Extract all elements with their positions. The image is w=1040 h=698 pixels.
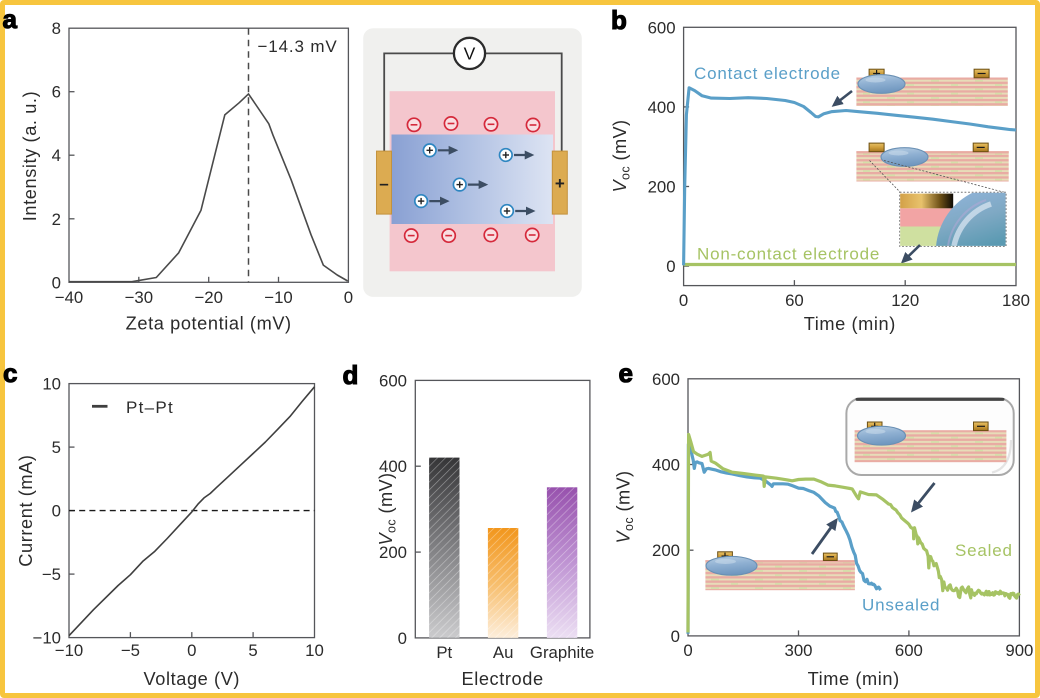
svg-text:−5: −5 [121,641,140,660]
svg-text:300: 300 [785,641,813,660]
svg-text:Time (min): Time (min) [804,314,896,334]
svg-text:6: 6 [52,83,61,102]
svg-text:Voltage (V): Voltage (V) [144,669,241,689]
svg-text:−10: −10 [33,629,61,648]
svg-text:5: 5 [52,438,61,457]
svg-text:900: 900 [1005,641,1033,660]
svg-text:5: 5 [248,641,257,660]
svg-text:180: 180 [1002,291,1030,310]
svg-text:0: 0 [671,627,680,646]
svg-text:200: 200 [648,178,676,197]
svg-text:0: 0 [683,641,692,660]
svg-text:Voc (mV): Voc (mV) [610,120,633,193]
svg-text:−10: −10 [264,288,292,307]
svg-text:0: 0 [52,273,61,292]
svg-text:Time (min): Time (min) [808,669,900,689]
svg-text:−10: −10 [55,641,83,660]
svg-text:0: 0 [187,641,196,660]
svg-text:Electrode: Electrode [461,669,543,689]
svg-text:Pt–Pt: Pt–Pt [126,398,174,417]
svg-text:0: 0 [666,257,675,276]
svg-text:+: + [555,174,565,193]
svg-text:400: 400 [648,98,676,117]
svg-text:−20: −20 [194,288,222,307]
svg-text:60: 60 [785,291,804,310]
svg-text:Current (mA): Current (mA) [16,454,36,566]
svg-text:0: 0 [344,288,353,307]
svg-text:200: 200 [652,541,680,560]
svg-text:400: 400 [379,457,407,476]
svg-text:600: 600 [379,371,407,390]
svg-text:Unsealed: Unsealed [862,596,940,615]
svg-text:c: c [3,358,17,388]
svg-text:10: 10 [42,375,61,394]
svg-text:Sealed: Sealed [955,541,1013,560]
svg-text:−40: −40 [55,288,83,307]
svg-text:Pt: Pt [436,643,452,662]
svg-text:200: 200 [379,543,407,562]
svg-text:b: b [611,5,627,35]
svg-text:400: 400 [652,456,680,475]
svg-text:8: 8 [52,19,61,38]
svg-text:e: e [619,358,633,388]
svg-text:Intensity (a. u.): Intensity (a. u.) [20,91,40,222]
svg-text:–: – [379,174,388,193]
svg-text:Non-contact electrode: Non-contact electrode [697,245,880,264]
svg-text:600: 600 [895,641,923,660]
svg-text:0: 0 [398,629,407,648]
svg-text:120: 120 [891,291,919,310]
svg-text:Zeta potential (mV): Zeta potential (mV) [126,314,292,334]
svg-text:−14.3 mV: −14.3 mV [258,37,338,56]
svg-text:Au: Au [493,643,514,662]
svg-text:a: a [3,4,18,34]
svg-text:−5: −5 [42,565,61,584]
svg-text:d: d [343,360,359,390]
svg-text:Voc (mV): Voc (mV) [376,473,399,546]
svg-text:Graphite: Graphite [530,643,594,662]
svg-text:600: 600 [648,18,676,37]
svg-text:−30: −30 [125,288,153,307]
svg-text:2: 2 [52,210,61,229]
svg-text:4: 4 [52,146,61,165]
svg-text:0: 0 [679,291,688,310]
svg-text:V: V [464,44,476,64]
svg-text:0: 0 [52,502,61,521]
svg-text:Contact electrode: Contact electrode [694,64,841,83]
svg-text:10: 10 [305,641,324,660]
svg-text:Voc (mV): Voc (mV) [614,471,637,544]
svg-text:600: 600 [652,370,680,389]
